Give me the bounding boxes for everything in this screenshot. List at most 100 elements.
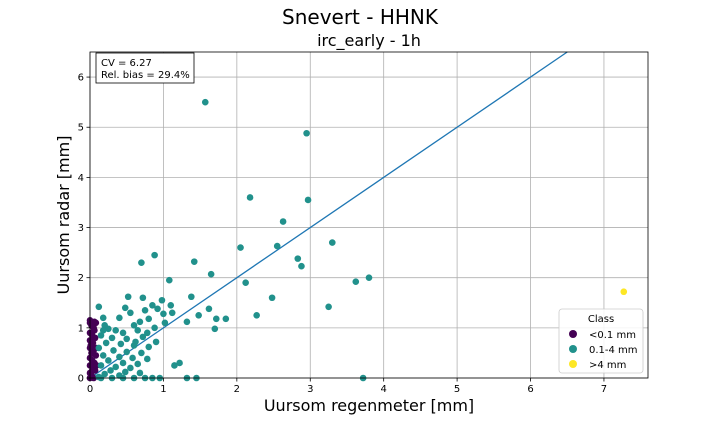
point-mid (124, 293, 132, 301)
point-low (91, 334, 99, 342)
point-mid (127, 364, 134, 372)
scatter-points (86, 98, 628, 382)
y-tick-label: 4 (78, 173, 84, 184)
y-tick-label: 5 (78, 123, 84, 134)
point-mid (99, 327, 107, 334)
point-mid (139, 333, 147, 341)
point-mid (160, 310, 167, 318)
x-axis-label: Uursom regenmeter [mm] (264, 396, 474, 415)
x-tick-label: 0 (87, 384, 93, 395)
point-mid (141, 306, 149, 314)
point-mid (190, 258, 198, 265)
point-mid (201, 98, 209, 106)
point-mid (222, 315, 230, 323)
point-mid (112, 327, 119, 334)
y-axis-label: Uursom radar [mm] (54, 136, 73, 295)
axis-ticks: 0 1 2 3 4 5 6 7 0 1 2 3 4 5 6 (78, 73, 608, 395)
point-low (88, 367, 96, 374)
point-mid (136, 318, 144, 326)
point-mid (116, 353, 123, 361)
point-mid (108, 334, 116, 342)
point-mid (151, 251, 158, 259)
point-mid (211, 325, 219, 333)
plot-frame (89, 51, 649, 379)
x-tick-label: 3 (307, 384, 313, 395)
point-mid (119, 359, 127, 367)
point-mid (158, 296, 166, 304)
point-mid (165, 276, 173, 284)
x-tick-label: 2 (234, 384, 240, 395)
point-mid (154, 305, 161, 313)
point-mid (298, 262, 305, 270)
legend-marker-low (569, 330, 577, 338)
legend-entry-low: <0.1 mm (589, 330, 636, 341)
legend-title: Class (588, 314, 614, 325)
x-tick-label: 1 (160, 384, 166, 395)
point-mid (253, 312, 260, 319)
point-mid (95, 303, 103, 311)
legend: Class <0.1 mm 0.1-4 mm >4 mm (558, 308, 644, 374)
figure-title: Snevert - HHNK (282, 5, 439, 29)
legend-entry-mid: 0.1-4 mm (589, 345, 638, 356)
x-tick-label: 4 (380, 384, 386, 395)
point-mid (134, 327, 142, 334)
point-mid (121, 368, 129, 376)
point-mid (176, 359, 183, 367)
point-mid (105, 357, 112, 364)
point-mid (303, 129, 310, 137)
point-mid (195, 312, 202, 319)
point-mid (149, 301, 156, 309)
point-mid (212, 315, 220, 323)
point-mid (99, 352, 107, 359)
point-mid (123, 335, 131, 343)
point-mid (132, 338, 139, 346)
point-mid (123, 348, 131, 356)
point-mid (246, 194, 254, 201)
point-low (92, 352, 100, 359)
point-mid (365, 274, 373, 281)
point-mid (161, 319, 169, 327)
point-mid (171, 362, 178, 369)
point-mid (273, 242, 281, 250)
y-tick-label: 0 (78, 374, 84, 385)
point-mid (105, 325, 112, 333)
point-mid (139, 294, 147, 302)
point-mid (304, 196, 312, 204)
point-mid (242, 279, 249, 287)
point-mid (129, 354, 136, 362)
point-mid (143, 355, 151, 363)
point-mid (352, 278, 360, 286)
point-mid (127, 309, 134, 317)
point-mid (119, 329, 127, 337)
point-low (91, 327, 98, 334)
point-mid (117, 340, 125, 348)
legend-frame (558, 308, 644, 374)
point-mid (97, 362, 105, 369)
y-tick-label: 3 (78, 223, 84, 234)
point-mid (138, 259, 145, 266)
point-mid (110, 347, 117, 354)
point-mid (136, 369, 144, 377)
legend-entry-high: >4 mm (589, 360, 626, 371)
legend-marker-high (569, 360, 577, 368)
point-mid (107, 367, 114, 374)
point-mid (328, 239, 336, 246)
point-mid (151, 324, 158, 332)
point-mid (279, 218, 287, 225)
point-mid (207, 270, 215, 278)
annotation-frame (95, 52, 195, 84)
point-mid (168, 309, 176, 317)
point-mid (116, 314, 123, 322)
point-mid (97, 332, 105, 339)
point-mid (325, 303, 332, 311)
regression-line (89, 51, 568, 379)
cv-text: CV = 6.27 (101, 58, 152, 69)
point-mid (112, 363, 119, 371)
point-mid (237, 244, 244, 251)
stats-annotation: CV = 6.27 Rel. bias = 29.4% (95, 52, 195, 84)
grid (89, 52, 648, 379)
x-tick-label: 7 (601, 384, 607, 395)
point-mid (121, 304, 129, 312)
point-mid (130, 322, 138, 329)
